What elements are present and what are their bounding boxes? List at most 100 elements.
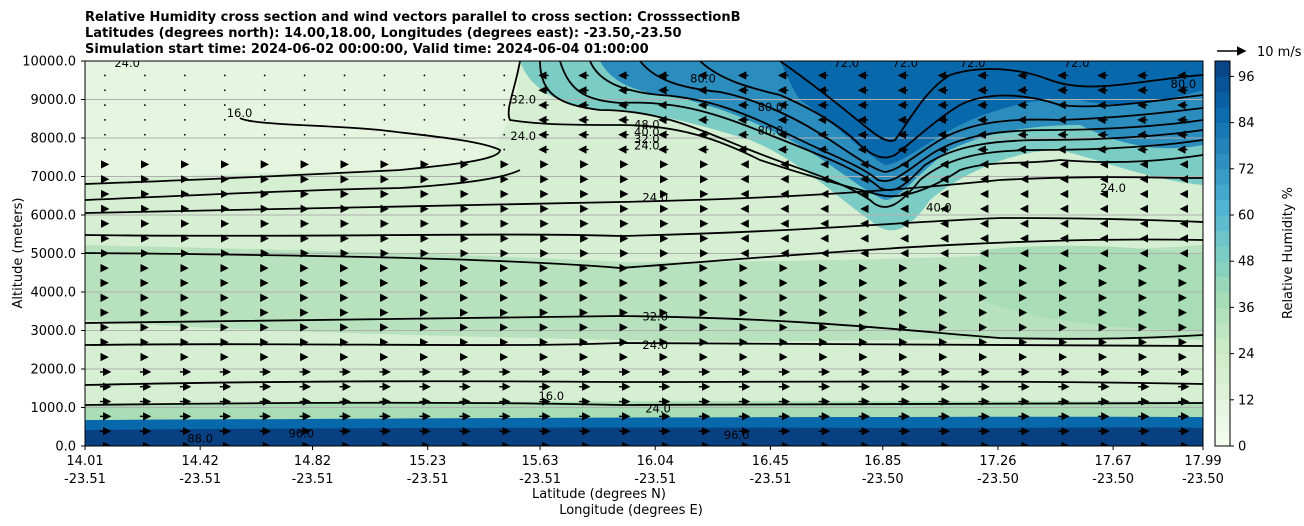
contour-label: 32.0 (510, 93, 536, 107)
wind-vector-dot (343, 133, 346, 136)
wind-vector-dot (463, 148, 466, 151)
wind-vector-dot (143, 74, 146, 77)
colorbar-segment (1215, 276, 1230, 293)
x-tick-label-lat: 16.85 (864, 454, 901, 469)
y-tick-label: 3000.0 (31, 324, 77, 339)
colorbar-segment (1215, 138, 1230, 154)
x-axis-label-latitude: Latitude (degrees N) (532, 487, 666, 502)
x-tick-label-lon: -23.51 (749, 472, 791, 487)
colorbar-segment (1215, 292, 1230, 308)
contour-label: 24.0 (114, 56, 140, 70)
contour-label: 88.0 (187, 431, 213, 445)
wind-vector-dot (503, 119, 506, 121)
contour-label: 16.0 (227, 106, 253, 120)
x-axis-ticks: 14.01 -23.51 14.42 -23.51 14.82 -23.51 15.23 -2… (64, 446, 1224, 487)
wind-vector-dot (343, 104, 346, 106)
colorbar-tick-label: 84 (1238, 116, 1255, 131)
colorbar-segment (1215, 107, 1230, 124)
wind-vector-dot (423, 119, 426, 121)
moist-patch-right (980, 245, 1203, 330)
wind-vector-dot (423, 89, 426, 92)
colorbar-segment (1215, 199, 1230, 216)
contour-label: 72.0 (960, 56, 986, 70)
contour-label: 40.0 (926, 200, 952, 214)
wind-vector-dot (303, 74, 306, 77)
x-tick-label-lon: -23.51 (407, 472, 449, 487)
x-tick-label-lat: 17.99 (1184, 454, 1221, 469)
x-tick-label-lat: 14.01 (66, 454, 103, 469)
colorbar-segment (1215, 230, 1230, 247)
x-tick-label-lat: 16.04 (637, 454, 674, 469)
colorbar-segment (1215, 399, 1230, 416)
colorbar-segment (1215, 168, 1230, 185)
wind-vector-dot (104, 148, 106, 151)
contour-label: 32.0 (634, 132, 660, 146)
dry-region-upper-left (85, 61, 520, 180)
wind-vector-dot (183, 119, 186, 121)
wind-vector-dot (463, 74, 466, 77)
colorbar-tick-label: 60 (1238, 209, 1255, 224)
humidity-fill (85, 61, 1203, 446)
contour-label: 40.0 (634, 125, 660, 139)
wind-vector-dot (183, 133, 186, 136)
y-tick-label: 0.0 (55, 440, 76, 455)
contour-line-24-surface (85, 380, 1203, 386)
wind-vector-dot (423, 74, 426, 77)
wind-vector-dot (303, 119, 306, 121)
wind-vector-dot (223, 133, 226, 136)
colorbar-segment (1215, 338, 1230, 355)
colorbar-label: Relative Humidity % (1281, 187, 1296, 319)
title-line-2: Latitudes (degrees north): 14.00,18.00, … (85, 26, 682, 41)
wind-vector-dot (223, 148, 226, 151)
x-tick-label-lon: -23.51 (64, 472, 106, 487)
contour-label: 80.0 (758, 100, 784, 114)
colorbar-segment (1215, 369, 1230, 385)
x-axis-label-longitude: Longitude (degrees E) (559, 503, 703, 518)
contour-label: 24.0 (1100, 181, 1126, 195)
wind-vector-dot (463, 104, 466, 106)
contour-label: 96.0 (724, 428, 750, 442)
contour-line-mid-2 (85, 217, 1203, 237)
colorbar-segment (1215, 215, 1230, 231)
colorbar-tick-label: 24 (1238, 347, 1255, 362)
contour-label: 32.0 (642, 309, 668, 323)
colorbar-segment (1215, 307, 1230, 324)
wind-vector-dot (263, 89, 266, 92)
x-tick-label-lon: -23.50 (977, 472, 1019, 487)
wind-vector-dot (503, 148, 506, 151)
y-tick-label: 9000.0 (31, 93, 77, 108)
wind-vector-dot (503, 133, 506, 136)
wind-vector-dot (383, 133, 386, 136)
wind-vector-dot (503, 89, 506, 92)
contour-label: 24.0 (642, 191, 668, 205)
wind-vector-dot (303, 148, 306, 151)
quiver-key-label: 10 m/s (1257, 45, 1302, 60)
colorbar-segment (1215, 245, 1230, 262)
quiver-key: 10 m/s (1217, 45, 1302, 60)
wind-vector-dot (383, 74, 386, 77)
wind-vector-dot (183, 104, 186, 106)
wind-vector-dot (463, 89, 466, 92)
wind-vector-dot (263, 148, 266, 151)
wind-vector-dot (303, 104, 306, 106)
wind-vector-dot (183, 148, 186, 151)
contour-line-16-upper (85, 169, 521, 201)
x-tick-label-lat: 17.26 (979, 454, 1016, 469)
colorbar-segment (1215, 122, 1230, 139)
wind-vector-dot (423, 104, 426, 106)
wind-vector-dot (183, 74, 186, 77)
wind-vector-dot (343, 148, 346, 151)
colorbar-segment (1215, 322, 1230, 339)
wind-vector-dot (503, 104, 506, 106)
contour-label: 96.0 (288, 426, 314, 440)
y-tick-label: 7000.0 (31, 170, 77, 185)
colorbar-tick-label: 72 (1238, 162, 1255, 177)
wind-vector-dot (343, 119, 346, 121)
boundary-layer-saturated (85, 427, 1203, 446)
wind-vector-dot (503, 74, 506, 77)
wind-vector-dot (183, 89, 186, 92)
wind-vector-dot (104, 133, 106, 136)
contour-line-32-lower (85, 315, 1203, 340)
contour-label: 72.0 (833, 56, 859, 70)
title-line-1: Relative Humidity cross section and wind… (85, 10, 741, 25)
